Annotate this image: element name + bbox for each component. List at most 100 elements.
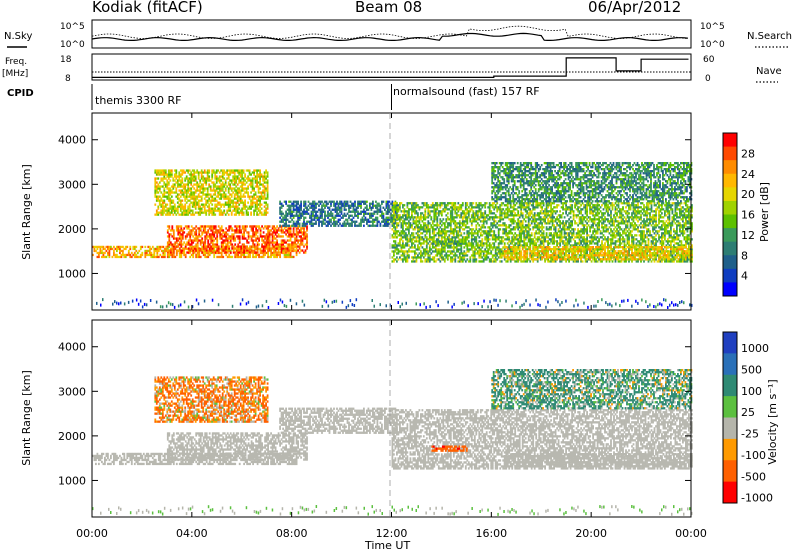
power-cell xyxy=(170,189,173,192)
power-cell xyxy=(412,218,415,221)
power-cell xyxy=(258,253,260,257)
power-cell xyxy=(400,222,403,225)
power-cell xyxy=(321,214,323,217)
power-cell xyxy=(418,240,421,243)
power-cell xyxy=(169,191,172,194)
power-cell xyxy=(215,169,218,172)
power-cell xyxy=(218,175,221,178)
power-cell xyxy=(238,231,241,234)
power-cell xyxy=(443,260,446,263)
power-cell xyxy=(358,224,361,227)
power-cell xyxy=(215,189,218,192)
power-cell xyxy=(124,245,127,249)
power-cell xyxy=(306,210,308,213)
power-cell xyxy=(250,195,252,198)
power-cell xyxy=(226,201,229,204)
power-cell xyxy=(282,243,284,246)
power-cell xyxy=(227,177,230,180)
power-cell xyxy=(175,191,178,194)
power-cell xyxy=(158,171,161,174)
power-cell xyxy=(247,175,249,178)
power-cell xyxy=(205,201,208,204)
power-cell xyxy=(250,225,253,228)
power-cell xyxy=(505,230,508,233)
power-cell xyxy=(500,256,503,259)
power-cell xyxy=(309,222,311,225)
power-cell xyxy=(369,204,371,207)
power-cell xyxy=(295,251,298,254)
power-cell xyxy=(411,250,413,253)
power-cell xyxy=(194,207,197,210)
power-cell xyxy=(161,169,164,172)
power-cell xyxy=(454,220,457,223)
nave-label: Nave xyxy=(756,66,782,77)
power-cell xyxy=(231,247,234,250)
power-cell xyxy=(418,236,421,239)
power-cell xyxy=(396,232,398,235)
power-cell xyxy=(259,205,261,208)
power-cell xyxy=(315,206,317,209)
power-cell xyxy=(394,246,397,249)
power-cell xyxy=(494,250,497,253)
power-cell xyxy=(286,214,289,217)
power-cell xyxy=(166,203,169,206)
power-cell xyxy=(422,230,425,233)
power-cell xyxy=(187,181,190,184)
power-cell xyxy=(403,254,406,257)
power-cell xyxy=(506,242,509,245)
power-cell xyxy=(226,229,229,232)
power-cell xyxy=(521,222,524,225)
power-cell xyxy=(236,169,239,172)
power-cell xyxy=(191,175,194,178)
power-cell xyxy=(391,208,394,211)
power-cell xyxy=(157,197,160,200)
power-cell xyxy=(113,251,115,255)
power-cell xyxy=(393,236,395,239)
power-cell xyxy=(217,177,220,180)
power-cell xyxy=(191,209,194,212)
power-cell xyxy=(259,227,262,230)
power-cell xyxy=(259,197,261,200)
power-cell xyxy=(425,246,428,249)
power-cell xyxy=(496,226,499,229)
power-cell xyxy=(196,255,199,259)
power-cell xyxy=(239,211,242,214)
power-cell xyxy=(475,240,478,243)
power-cell xyxy=(360,204,362,207)
power-cell xyxy=(288,200,290,203)
power-cell xyxy=(349,206,352,209)
power-cell xyxy=(241,253,244,257)
power-cell xyxy=(211,225,214,228)
power-cell xyxy=(232,171,235,174)
power-cell xyxy=(277,235,280,238)
power-cell xyxy=(219,247,222,251)
power-cell xyxy=(195,247,198,251)
power-cell xyxy=(424,208,427,211)
power-cell xyxy=(307,204,310,207)
power-cell xyxy=(157,169,160,172)
nsearch-label: N.Search xyxy=(747,31,792,42)
power-cell xyxy=(208,179,211,182)
power-cell xyxy=(244,229,247,232)
power-cell xyxy=(436,216,439,219)
power-cell xyxy=(273,229,275,232)
power-cell xyxy=(484,206,487,209)
power-cell xyxy=(434,216,437,219)
power-cell xyxy=(237,243,240,246)
power-cell xyxy=(256,237,259,240)
power-cell xyxy=(239,179,242,182)
power-cell xyxy=(254,197,257,200)
power-cell xyxy=(226,173,229,176)
power-cell xyxy=(263,209,266,212)
power-cell xyxy=(321,216,323,219)
power-cell xyxy=(517,260,520,263)
power-cell xyxy=(300,208,302,211)
power-cell xyxy=(346,222,349,225)
power-cell xyxy=(250,191,252,194)
power-cell xyxy=(233,171,236,174)
power-cell xyxy=(502,236,505,239)
power-cell xyxy=(337,212,340,215)
power-cell xyxy=(213,247,216,251)
power-cell xyxy=(186,225,189,228)
power-cell xyxy=(327,202,329,205)
